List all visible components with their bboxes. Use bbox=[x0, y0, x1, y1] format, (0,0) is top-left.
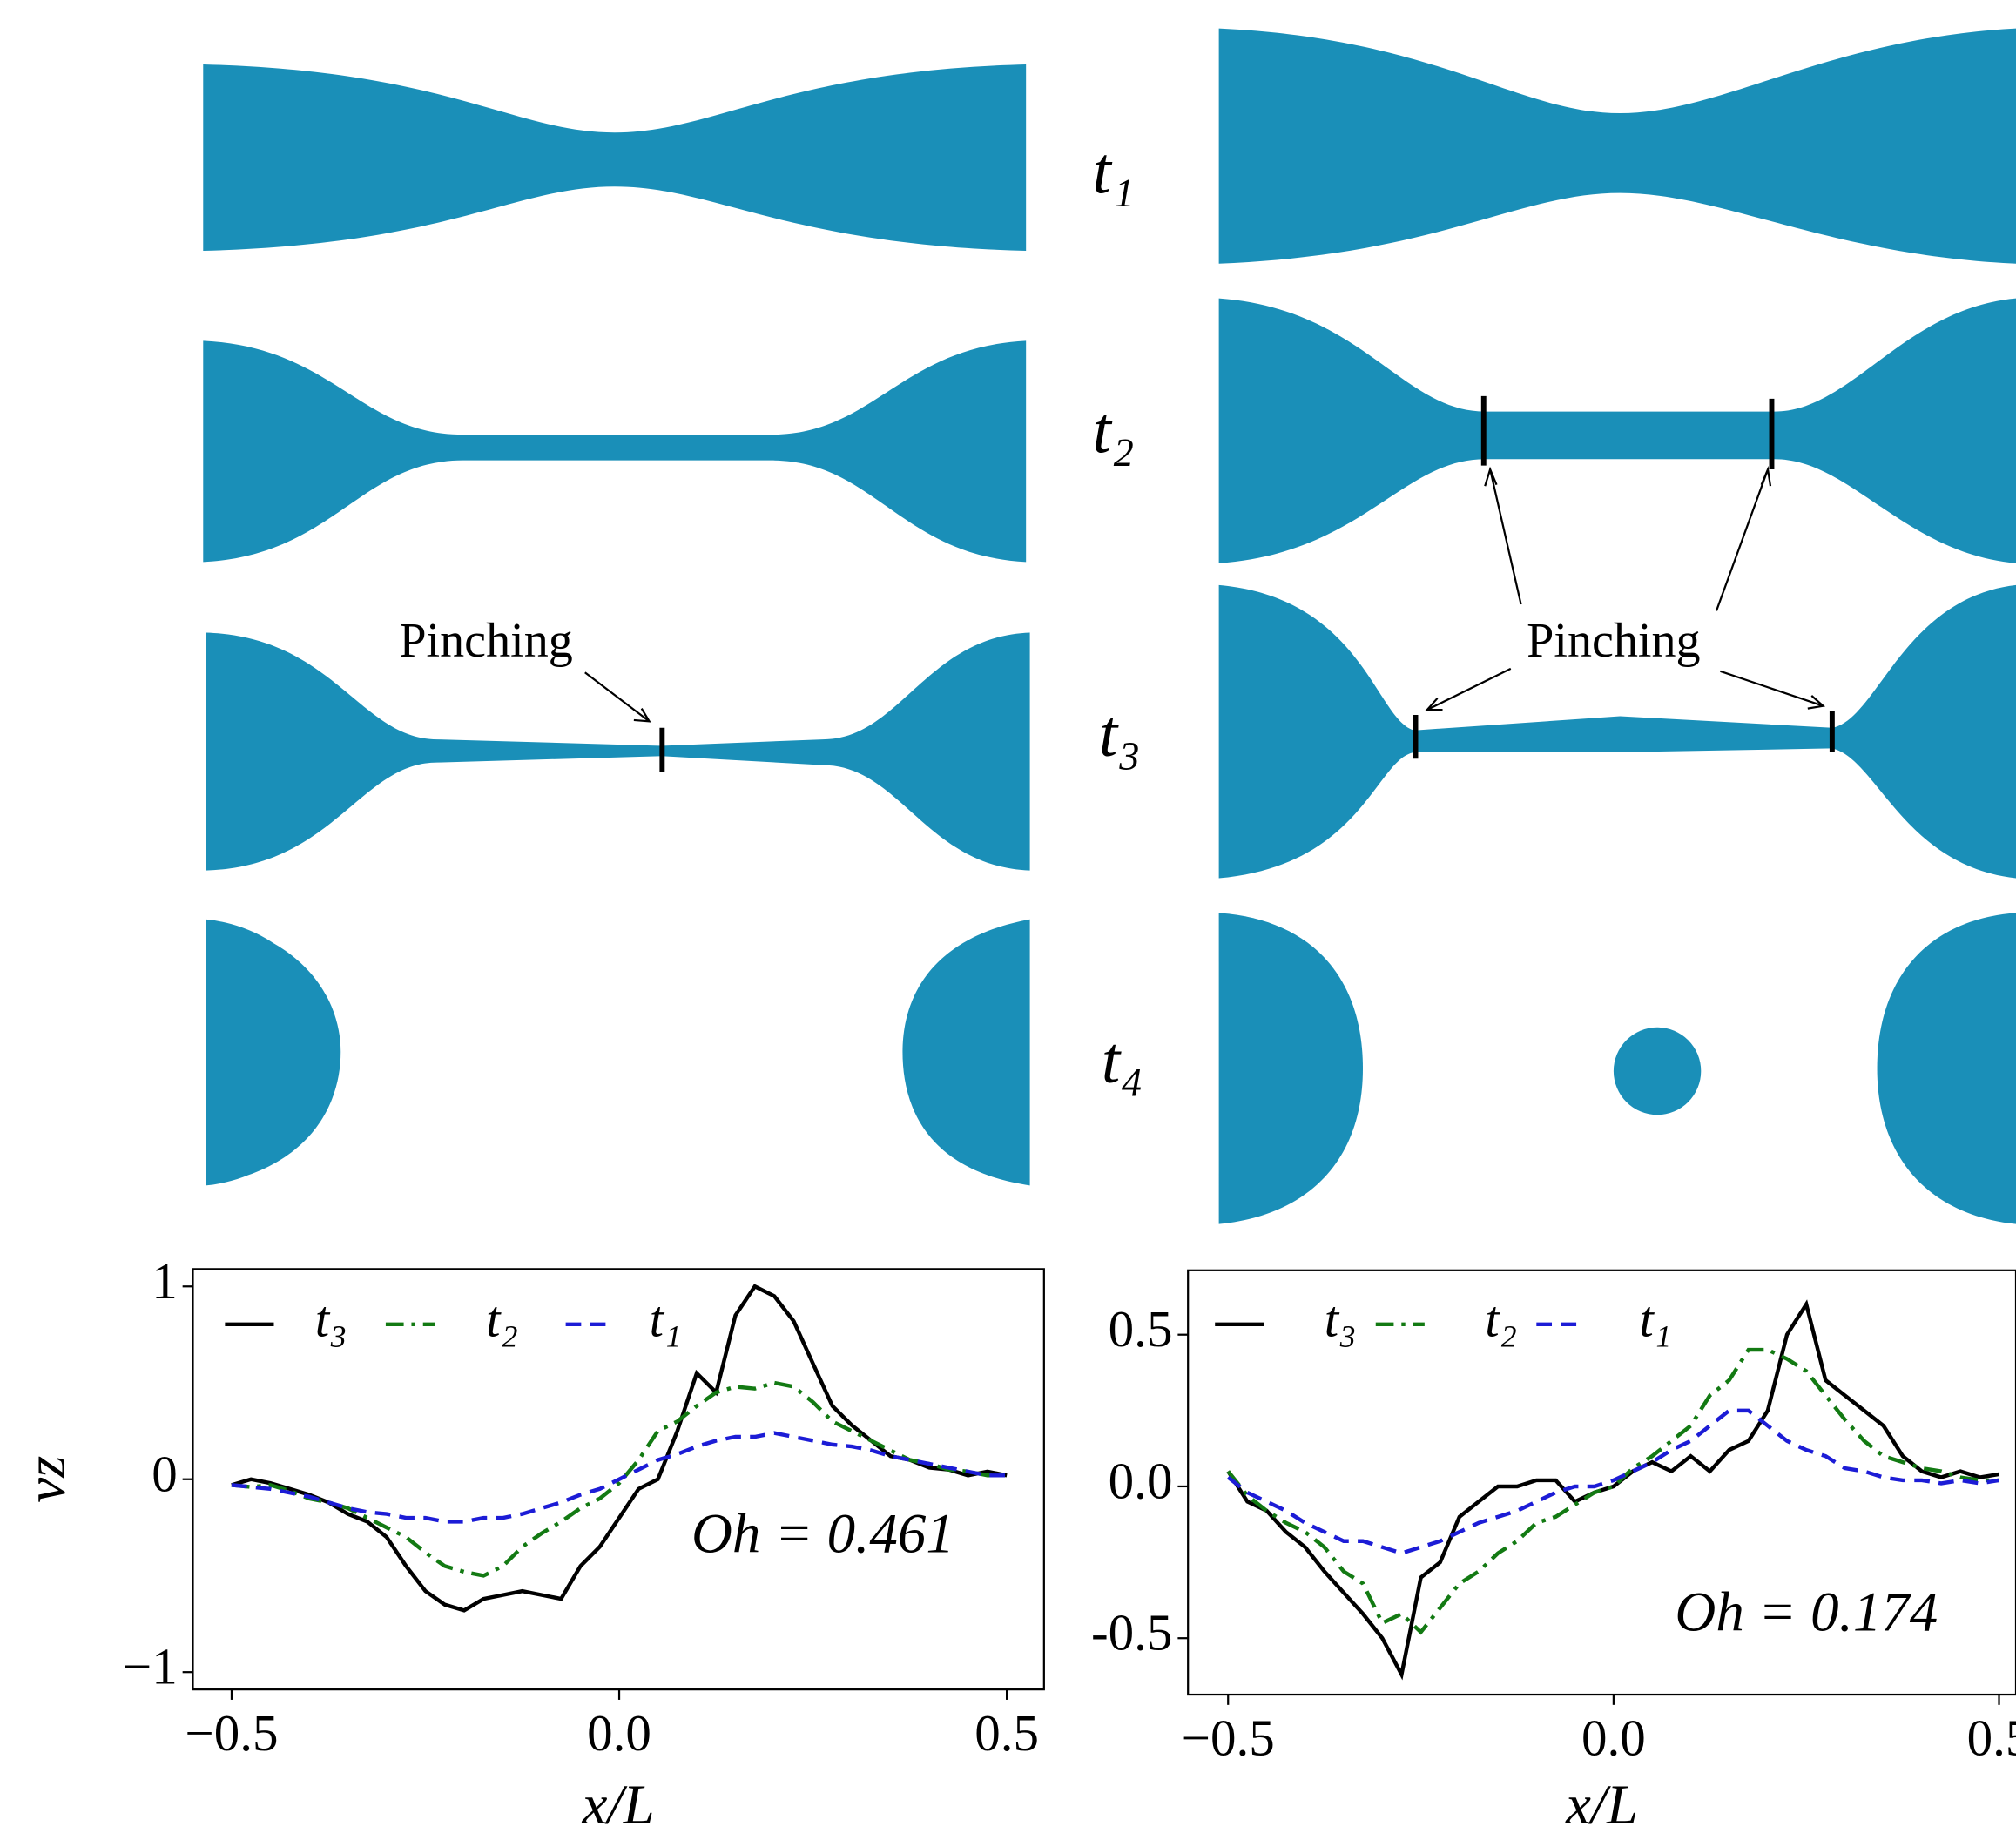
series-line bbox=[1226, 1347, 1999, 1635]
pinch-markers bbox=[659, 395, 1835, 772]
annotation: Pinching bbox=[1527, 614, 1700, 668]
liquid-thread bbox=[203, 340, 1027, 563]
liquid-thread bbox=[1218, 298, 2016, 563]
time-label: t₂ bbox=[1093, 394, 1135, 468]
series-line bbox=[231, 1431, 1008, 1524]
series-line bbox=[1226, 1299, 1999, 1681]
annotation: Oh = 0.461 bbox=[691, 1502, 954, 1565]
liquid-thread bbox=[1218, 584, 2016, 879]
x-tick-label: 0.0 bbox=[587, 1704, 651, 1762]
x-tick-label: 0.5 bbox=[1967, 1709, 2016, 1767]
liquid-thread bbox=[1218, 28, 2016, 264]
legend-label: t₁ bbox=[1639, 1290, 1671, 1347]
droplet bbox=[902, 919, 1030, 1186]
liquid-thread bbox=[203, 64, 1027, 252]
x-axis-label: x/L bbox=[582, 1774, 655, 1837]
y-tick-label: -0.5 bbox=[1091, 1604, 1172, 1661]
x-axis-label: x/L bbox=[1565, 1774, 1638, 1837]
annotation: Oh = 0.174 bbox=[1675, 1581, 1938, 1643]
y-tick-label: 0.0 bbox=[1109, 1452, 1173, 1510]
liquid-thread bbox=[206, 632, 1030, 871]
legend-label: t₁ bbox=[650, 1290, 682, 1347]
x-tick-label: −0.5 bbox=[185, 1704, 278, 1762]
x-tick-label: 0.0 bbox=[1581, 1709, 1646, 1767]
legend-label: t₂ bbox=[486, 1290, 518, 1347]
y-tick-label: 0 bbox=[152, 1445, 178, 1502]
x-tick-label: 0.5 bbox=[974, 1704, 1039, 1762]
y-tick-label: −1 bbox=[123, 1638, 178, 1695]
legend-label: t₃ bbox=[1325, 1290, 1357, 1347]
annotation: Pinching bbox=[399, 614, 572, 668]
series-line bbox=[1226, 1408, 1999, 1555]
snapshots: Pinching Pinching t₁ t₂ t₃ t₄ bbox=[203, 28, 2016, 1224]
time-label: t₁ bbox=[1093, 134, 1135, 208]
droplet bbox=[206, 919, 341, 1186]
arrows bbox=[584, 465, 1826, 723]
y-tick-label: 1 bbox=[152, 1252, 178, 1310]
droplet bbox=[1877, 913, 2016, 1224]
satellite-droplet bbox=[1613, 1027, 1702, 1115]
x-tick-label: −0.5 bbox=[1182, 1709, 1275, 1767]
y-tick-label: 0.5 bbox=[1109, 1300, 1173, 1358]
legend-label: t₃ bbox=[315, 1290, 347, 1347]
series-line bbox=[231, 1380, 1008, 1578]
legend-label: t₂ bbox=[1485, 1290, 1517, 1347]
y-axis-label: vz bbox=[15, 1456, 78, 1503]
time-label: t₃ bbox=[1099, 697, 1141, 771]
time-label: t₄ bbox=[1102, 1023, 1143, 1097]
droplet bbox=[1218, 913, 1363, 1224]
plot-frame bbox=[1187, 1269, 2016, 1696]
